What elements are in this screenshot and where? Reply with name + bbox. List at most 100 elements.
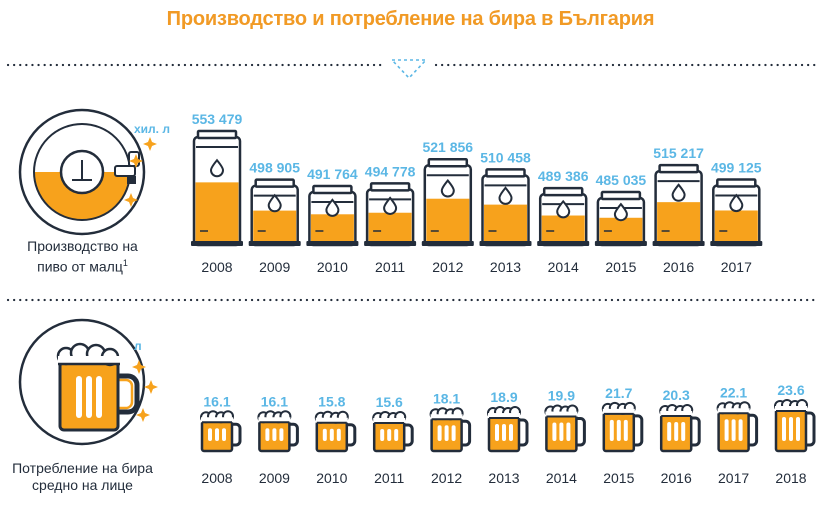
production-year-label: 2012 [432,259,463,275]
drop-icon [267,193,282,213]
mug-stripe [559,422,564,441]
mug-stripe [789,417,793,441]
mug-handle [576,417,586,447]
drop-icon [498,186,513,205]
production-bar-2012: 521 856 2012 [421,139,474,275]
drop-icon [556,199,571,219]
production-chart: 553 479 2008 498 905 2009 491 764 2010 494 778… [191,111,763,275]
mug-stripe [552,422,557,441]
keg-base [306,241,359,246]
keg-fill [310,214,354,244]
mug-stripe [336,428,341,441]
foam-fill [258,417,291,423]
consumption-year-label: 2013 [488,470,519,486]
production-year-label: 2016 [663,259,694,275]
mug-stripe [380,429,385,441]
mug-stripe [616,419,621,441]
consumption-year-label: 2012 [431,470,462,486]
down-arrow-icon [390,59,428,80]
mug-handle [404,423,414,447]
production-value-label: 498 905 [249,160,300,176]
consumption-bar-2011: 15.6 2011 [372,394,414,486]
foam-fill [717,408,750,414]
consumption-value-label: 16.1 [261,393,288,409]
mug-stripe [222,428,226,441]
keg-base [421,241,474,246]
consumption-label: Потребление на бира средно на лице [5,460,160,494]
keg-lid [485,168,526,178]
drop-icon [383,196,398,215]
production-bar-2014: 489 386 2014 [537,168,590,275]
consumption-bar-2016: 20.3 2016 [659,387,701,486]
keg-fill [195,182,239,244]
foam-fill [315,417,348,423]
production-value-label: 553 479 [192,111,243,127]
consumption-bar-2008: 16.1 2008 [200,393,242,486]
production-year-label: 2015 [605,259,636,275]
mug-stripe [667,421,672,441]
mug-stripe [796,417,800,441]
keg-fill [484,204,527,244]
mug-stripe [444,425,449,441]
production-label: Производство на пиво от малц1 [10,238,155,276]
production-footnote: 1 [122,258,128,268]
consumption-value-label: 23.6 [777,382,804,398]
production-bar-2016: 515 217 2016 [652,145,705,275]
keg-lid [542,186,584,197]
consumption-bar-2014: 19.9 2014 [544,388,586,486]
production-year-label: 2009 [259,259,290,275]
consumption-bar-2015: 21.7 2015 [601,385,644,486]
production-value-label: 521 856 [422,139,473,155]
mug-stripe [387,429,392,441]
foam-fill [373,418,406,423]
mug-stripe [724,419,729,441]
foam-fill [602,408,635,414]
mug-stripe [566,422,571,441]
mug-handle [519,418,529,447]
consumption-bar-2013: 18.9 2013 [487,389,529,486]
mug-handle [806,411,816,447]
production-bar-2008: 553 479 2008 [191,111,243,275]
consumption-year-label: 2017 [718,470,749,486]
production-bar-2010: 491 764 2010 [306,166,359,275]
consumption-bar-2018: 23.6 2018 [774,382,816,486]
consumption-value-label: 19.9 [548,388,575,404]
keg-gauge-icon [18,108,157,236]
mug-handle [691,416,701,447]
keg-lid [369,182,411,192]
foam-fill [430,414,463,420]
consumption-bar-2017: 22.1 2017 [716,384,759,486]
keg-base [652,241,705,246]
mug-handle [346,423,357,447]
mug-stripe [509,424,513,441]
mug-stripe [322,428,327,441]
mug-stripe [731,419,736,441]
consumption-bar-2012: 18.1 2012 [429,390,472,486]
production-bar-2013: 510 458 2013 [479,149,532,275]
consumption-value-label: 21.7 [605,385,632,401]
consumption-value-label: 18.9 [490,389,517,405]
foam-fill [545,411,578,417]
production-value-label: 491 764 [307,166,358,182]
mug-stripe [437,425,442,441]
production-bar-2017: 499 125 2017 [710,159,763,275]
consumption-bar-2010: 15.8 2010 [314,394,357,486]
foam-fill [775,406,807,411]
keg-base [594,241,647,246]
mug-stripe [674,421,679,441]
production-value-label: 485 035 [596,172,647,188]
drop-icon [209,158,225,178]
consumption-year-label: 2010 [316,470,347,486]
consumption-value-label: 15.8 [318,394,345,410]
mug-stripe [495,424,499,441]
keg-lid [196,129,238,140]
keg-lid [312,184,353,195]
production-year-label: 2013 [490,259,521,275]
consumption-year-label: 2016 [661,470,692,486]
mug-stripe [782,417,786,441]
mug-stripe [451,425,456,441]
consumption-value-label: 16.1 [203,393,230,409]
keg-base [191,241,243,246]
keg-fill [368,212,412,244]
